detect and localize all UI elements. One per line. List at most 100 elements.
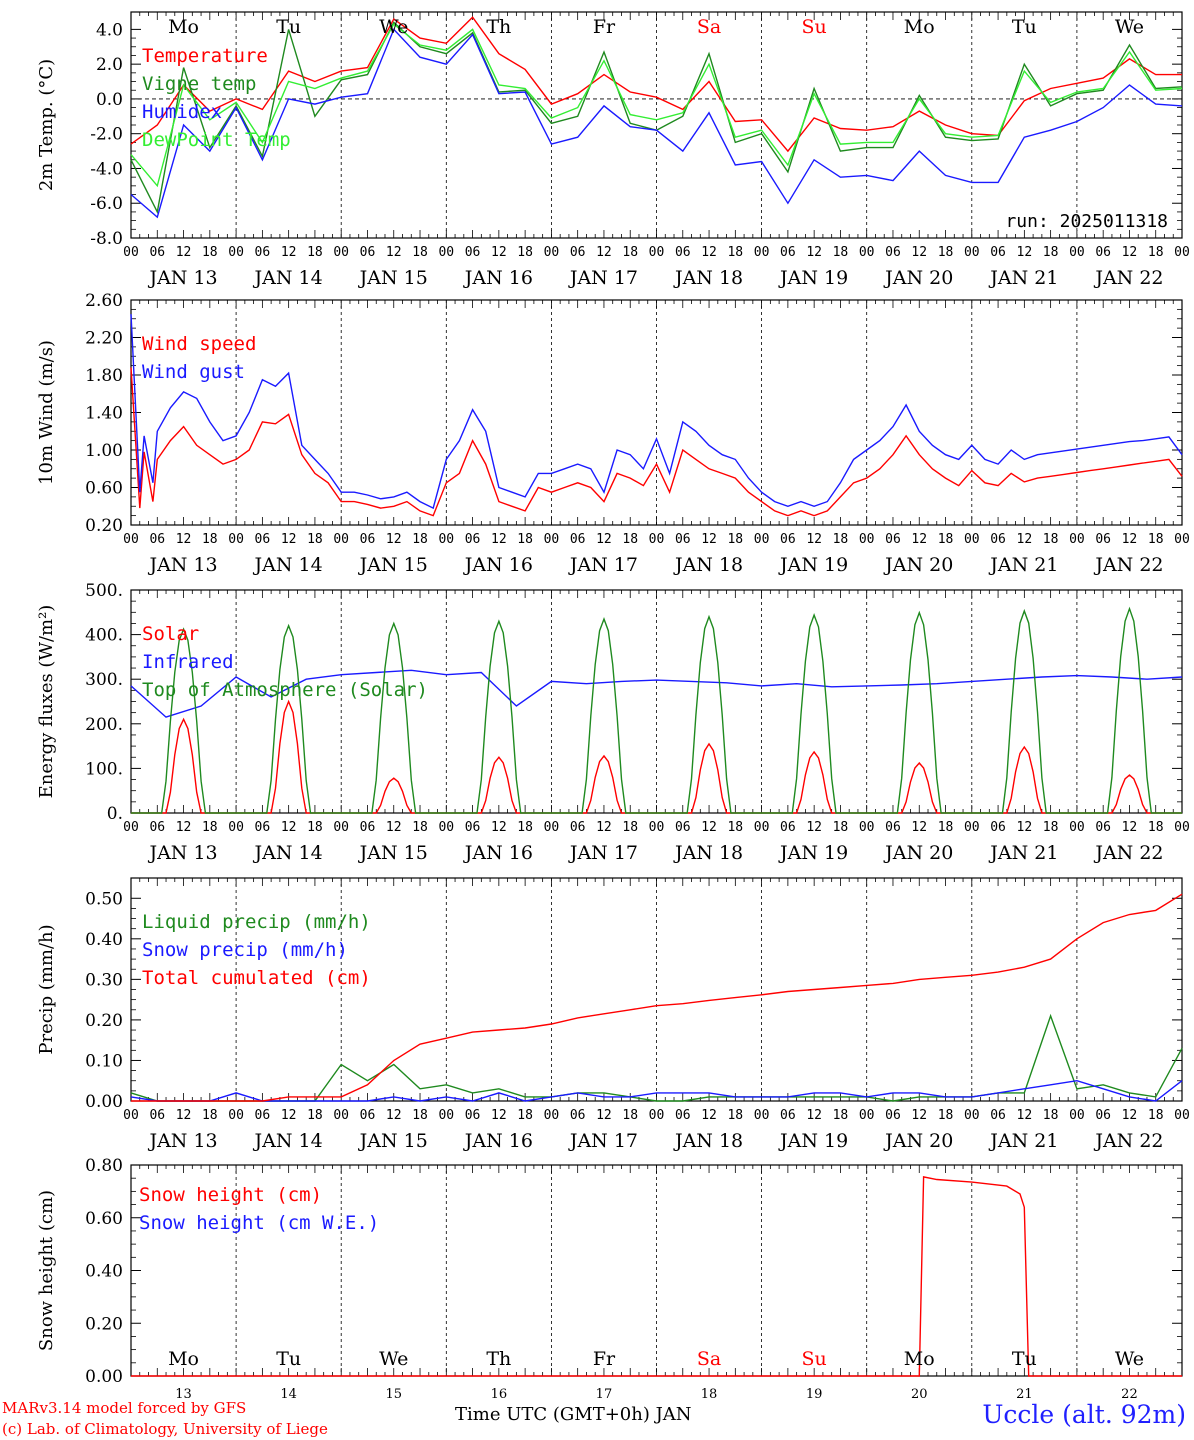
y-tick-label: 1.80 [85, 366, 123, 386]
x-hour-label: 18 [833, 1108, 849, 1123]
x-hour-label: 18 [307, 532, 323, 547]
series-line-temperature [130, 16, 1182, 153]
y-tick-label: 0.50 [85, 889, 123, 909]
x-hour-label: 00 [649, 1108, 665, 1123]
x-hour-label: 12 [386, 820, 402, 835]
x-hour-label: 06 [255, 532, 271, 547]
series-line-wind-speed [130, 367, 1183, 517]
x-hour-label: 18 [1043, 820, 1059, 835]
x-hour-label: 12 [386, 1108, 402, 1123]
x-hour-label: 12 [701, 532, 717, 547]
x-hour-label: 18 [412, 820, 428, 835]
x-hour-label: 18 [1043, 245, 1059, 260]
x-date-label: JAN 13 [147, 842, 217, 864]
x-hour-label: 00 [1174, 1108, 1190, 1123]
x-hour-label: 06 [780, 245, 796, 260]
x-hour-label: 12 [1017, 1108, 1033, 1123]
x-hour-label: 18 [938, 820, 954, 835]
y-tick-label: 300. [85, 670, 123, 690]
x-hour-label: 00 [228, 1108, 244, 1123]
x-date-label: JAN 13 [147, 1130, 217, 1152]
y-tick-label: 4.0 [96, 20, 123, 40]
x-date-label: JAN 19 [778, 267, 848, 289]
x-hour-label: 18 [938, 532, 954, 547]
x-hour-label: 18 [1148, 1108, 1164, 1123]
x-hour-label: 00 [1069, 245, 1085, 260]
x-date-label: JAN 19 [778, 554, 848, 576]
x-date-label: JAN 18 [673, 554, 743, 576]
y-tick-label: 1.00 [85, 441, 123, 461]
series-line-dewpoint-temp [130, 23, 1183, 188]
day-number-label: 20 [911, 1387, 928, 1402]
x-hour-label: 00 [228, 245, 244, 260]
x-hour-label: 18 [307, 820, 323, 835]
y-tick-label: -2.0 [90, 125, 123, 145]
x-hour-label: 12 [1017, 532, 1033, 547]
x-hour-label: 18 [412, 1108, 428, 1123]
legend-entry: Vigne temp [142, 73, 256, 95]
x-hour-label: 12 [911, 820, 927, 835]
x-date-label: JAN 18 [673, 267, 743, 289]
y-tick-label: 0. [107, 804, 123, 824]
x-date-label: JAN 17 [568, 267, 638, 289]
x-hour-label: 18 [517, 820, 533, 835]
x-date-label: JAN 21 [988, 1130, 1058, 1152]
x-hour-label: 18 [412, 532, 428, 547]
series-line-wind-gust [130, 314, 1183, 510]
x-hour-label: 00 [333, 820, 349, 835]
x-hour-label: 00 [544, 532, 560, 547]
x-hour-label: 18 [202, 1108, 218, 1123]
x-hour-label: 00 [123, 245, 139, 260]
x-hour-label: 12 [1122, 820, 1138, 835]
x-hour-label: 18 [1148, 532, 1164, 547]
x-hour-label: 06 [780, 532, 796, 547]
x-date-label: JAN 21 [988, 554, 1058, 576]
x-hour-label: 12 [281, 1108, 297, 1123]
x-hour-label: 00 [228, 532, 244, 547]
x-hour-label: 00 [754, 820, 770, 835]
x-hour-label: 18 [517, 532, 533, 547]
x-hour-label: 06 [990, 245, 1006, 260]
x-hour-label: 12 [806, 245, 822, 260]
y-tick-label: 2.60 [85, 291, 123, 311]
x-hour-label: 00 [123, 1108, 139, 1123]
x-hour-label: 00 [649, 820, 665, 835]
x-date-label: JAN 15 [358, 554, 428, 576]
y-tick-label: 0.60 [85, 479, 123, 499]
legend-entry: Liquid precip (mm/h) [142, 911, 371, 933]
legend-entry: Total cumulated (cm) [142, 967, 371, 989]
x-date-label: JAN 22 [1093, 1130, 1163, 1152]
y-tick-label: 0.40 [85, 930, 123, 950]
x-hour-label: 12 [701, 1108, 717, 1123]
series-line-humidex [130, 28, 1183, 219]
x-hour-label: 06 [465, 532, 481, 547]
x-hour-label: 18 [307, 1108, 323, 1123]
x-hour-label: 12 [176, 820, 192, 835]
x-hour-label: 12 [176, 1108, 192, 1123]
x-hour-label: 06 [149, 245, 165, 260]
credit-line-model: MARv3.14 model forced by GFS [2, 1399, 247, 1417]
y-axis-title: Energy fluxes (W/m²) [36, 605, 57, 799]
x-hour-label: 00 [1069, 1108, 1085, 1123]
x-date-label: JAN 20 [883, 1130, 953, 1152]
y-tick-label: 100. [85, 759, 123, 779]
x-date-label: JAN 13 [147, 554, 217, 576]
x-hour-label: 06 [885, 1108, 901, 1123]
x-hour-label: 18 [202, 245, 218, 260]
x-hour-label: 18 [833, 245, 849, 260]
x-hour-label: 12 [806, 1108, 822, 1123]
legend-entry: Wind speed [142, 333, 256, 355]
x-hour-label: 06 [990, 820, 1006, 835]
x-hour-label: 06 [360, 245, 376, 260]
x-hour-label: 18 [1043, 1108, 1059, 1123]
x-date-label: JAN 22 [1093, 554, 1163, 576]
legend-entry: Top of Atmosphere (Solar) [142, 679, 428, 701]
y-tick-label: 500. [85, 581, 123, 601]
legend-entry: Temperature [142, 45, 268, 67]
x-hour-label: 00 [123, 532, 139, 547]
x-hour-label: 06 [570, 245, 586, 260]
x-hour-label: 06 [149, 1108, 165, 1123]
day-name-label: Th [486, 1348, 511, 1370]
day-name-label: Tu [1012, 1348, 1037, 1370]
